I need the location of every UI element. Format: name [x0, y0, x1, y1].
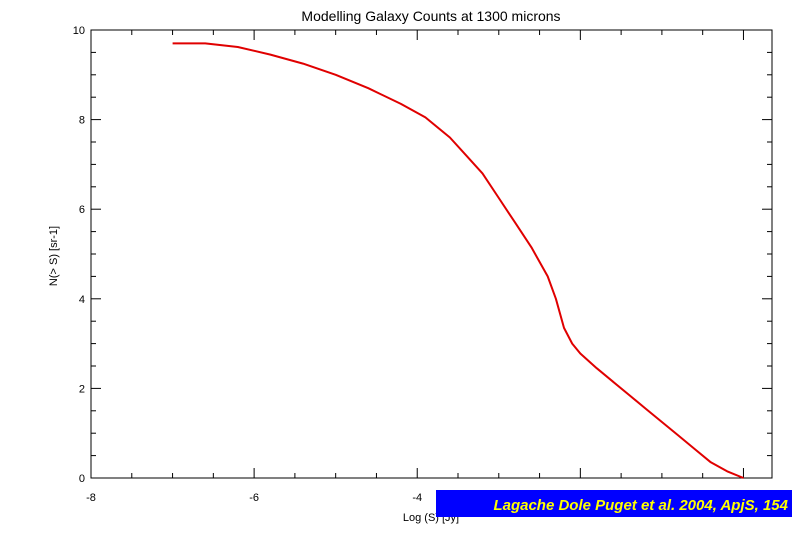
y-axis-title: N(> S) [sr-1]: [48, 226, 60, 286]
tick-marks: -8 -6 -4 0 2 4 6 8 10: [73, 25, 772, 504]
x-tick-label: -6: [249, 492, 259, 504]
plot-frame: [90, 29, 773, 479]
y-tick-label: 10: [73, 25, 85, 37]
axes: [90, 29, 773, 479]
y-tick-label: 2: [79, 383, 85, 395]
y-tick-label: 8: [79, 115, 85, 127]
credit-background: [436, 490, 792, 517]
chart-title: Modelling Galaxy Counts at 1300 microns: [301, 8, 560, 24]
x-tick-label: -8: [86, 492, 96, 504]
y-tick-label: 0: [79, 473, 85, 485]
series-layer: [172, 42, 744, 479]
y-tick-label: 6: [79, 204, 85, 216]
series-line: [172, 42, 744, 479]
credit-text: Lagache Dole Puget et al. 2004, ApjS, 15…: [493, 497, 788, 514]
credit-badge: Lagache Dole Puget et al. 2004, ApjS, 15…: [436, 490, 792, 517]
y-tick-label: 4: [79, 294, 85, 306]
x-tick-label: -4: [412, 492, 422, 504]
